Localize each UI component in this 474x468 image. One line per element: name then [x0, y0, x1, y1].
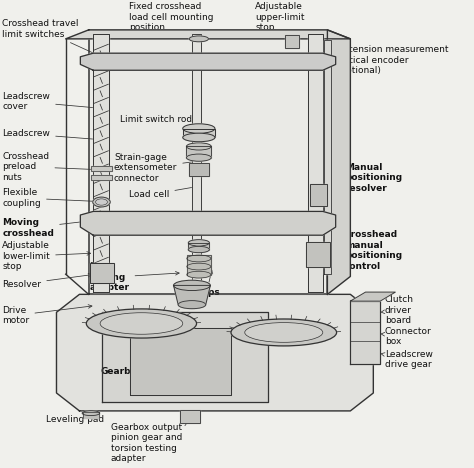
Text: Adjustable
lower-limit
stop: Adjustable lower-limit stop	[2, 241, 91, 271]
Ellipse shape	[187, 263, 211, 270]
Polygon shape	[173, 285, 210, 305]
Text: Resolver: Resolver	[2, 273, 92, 289]
Polygon shape	[188, 243, 210, 249]
Ellipse shape	[82, 411, 100, 416]
Text: Base
testing
adapter: Base testing adapter	[90, 263, 179, 292]
Polygon shape	[81, 53, 336, 70]
Text: Manual
positioning
resolver: Manual positioning resolver	[334, 163, 402, 195]
Bar	[180, 410, 200, 424]
Polygon shape	[328, 30, 350, 294]
Text: Fixed crosshead
load cell mounting
position: Fixed crosshead load cell mounting posit…	[129, 2, 214, 37]
Bar	[91, 166, 111, 171]
Ellipse shape	[231, 319, 337, 346]
Bar	[91, 263, 114, 283]
Text: Leveling pad: Leveling pad	[46, 411, 104, 424]
Bar	[91, 263, 114, 283]
Text: Crosshead
preload
nuts: Crosshead preload nuts	[2, 152, 97, 182]
Ellipse shape	[93, 197, 110, 207]
Ellipse shape	[186, 154, 211, 161]
Text: Drive
motor: Drive motor	[2, 305, 92, 325]
Polygon shape	[56, 294, 374, 411]
Bar	[285, 35, 299, 48]
Text: Extension measurement
optical encoder
(optional): Extension measurement optical encoder (o…	[336, 45, 448, 84]
Polygon shape	[130, 328, 231, 395]
Ellipse shape	[86, 309, 197, 338]
Ellipse shape	[245, 322, 323, 342]
Bar	[285, 35, 299, 48]
Text: Strain-gage
extensometer
connector: Strain-gage extensometer connector	[114, 153, 198, 183]
Bar	[310, 184, 328, 205]
Text: Grips: Grips	[193, 270, 220, 297]
Polygon shape	[350, 292, 395, 301]
Polygon shape	[324, 40, 331, 274]
Text: Crosshead
manual
positioning
control: Crosshead manual positioning control	[335, 230, 402, 271]
Polygon shape	[93, 34, 109, 292]
Text: Adjustable
upper-limit
stop: Adjustable upper-limit stop	[255, 2, 305, 40]
Bar	[91, 175, 111, 180]
Polygon shape	[186, 146, 211, 158]
Bar	[306, 242, 330, 267]
Text: Gearbox output
pinion gear and
torsion testing
adapter: Gearbox output pinion gear and torsion t…	[110, 422, 188, 463]
Polygon shape	[66, 30, 350, 39]
Text: Leadscrew
drive gear: Leadscrew drive gear	[381, 350, 433, 370]
Ellipse shape	[183, 133, 215, 142]
Text: Gearbox: Gearbox	[100, 358, 159, 376]
Ellipse shape	[188, 240, 210, 246]
Polygon shape	[192, 34, 201, 292]
Ellipse shape	[178, 300, 206, 309]
Text: Connector
box: Connector box	[381, 327, 431, 346]
Text: Flexible
coupling: Flexible coupling	[2, 188, 97, 208]
Polygon shape	[89, 30, 328, 294]
Bar	[306, 242, 330, 267]
Ellipse shape	[187, 271, 211, 278]
Ellipse shape	[183, 124, 215, 133]
Polygon shape	[83, 412, 99, 418]
Bar	[91, 175, 111, 180]
Polygon shape	[183, 129, 215, 138]
Bar	[189, 163, 209, 176]
Polygon shape	[350, 301, 380, 364]
Bar	[189, 163, 209, 176]
Bar	[91, 166, 111, 171]
Ellipse shape	[173, 280, 210, 291]
Ellipse shape	[187, 255, 211, 262]
Text: Clutch
driver
board: Clutch driver board	[381, 295, 414, 325]
Text: Crosshead travel
limit switches: Crosshead travel limit switches	[2, 19, 98, 55]
Polygon shape	[102, 312, 268, 402]
Text: Leadscrew
cover: Leadscrew cover	[2, 92, 98, 111]
Text: Limit switch rod: Limit switch rod	[120, 115, 196, 127]
Ellipse shape	[188, 246, 210, 253]
Text: Load cell: Load cell	[129, 185, 198, 199]
Text: Leadscrew: Leadscrew	[2, 129, 98, 141]
Ellipse shape	[189, 36, 209, 42]
Polygon shape	[308, 34, 323, 292]
Text: Moving
crosshead: Moving crosshead	[2, 218, 91, 238]
Bar	[310, 184, 328, 205]
Ellipse shape	[96, 199, 108, 205]
Bar	[180, 410, 200, 424]
Ellipse shape	[186, 143, 211, 150]
Ellipse shape	[100, 313, 183, 334]
Polygon shape	[187, 255, 211, 275]
Polygon shape	[81, 212, 336, 235]
